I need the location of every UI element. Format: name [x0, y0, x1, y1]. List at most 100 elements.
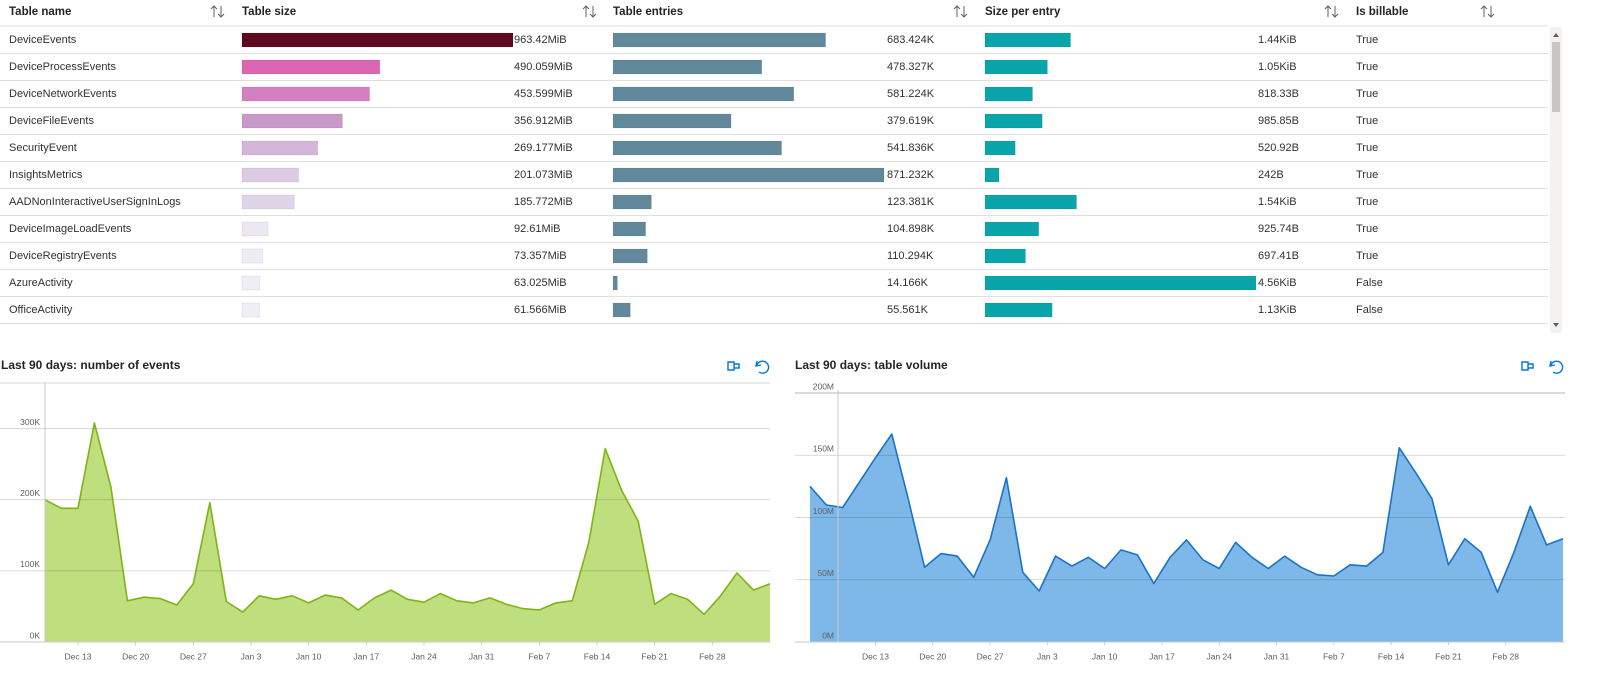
- cell-value: 1.54KiB: [1258, 196, 1297, 208]
- is-billable: True: [1356, 169, 1378, 181]
- y-tick-label: 100M: [813, 506, 834, 516]
- cell-value: 104.898K: [887, 223, 935, 235]
- is-billable: True: [1356, 34, 1378, 46]
- cell-value: 14.166K: [887, 277, 929, 289]
- x-tick-label: Jan 24: [1206, 651, 1232, 661]
- cell-bar: [984, 59, 1048, 75]
- y-tick-label: 50M: [817, 568, 834, 578]
- area-fill: [810, 434, 1563, 642]
- table-name: DeviceEvents: [9, 34, 77, 46]
- x-tick-label: Feb 28: [699, 651, 726, 661]
- is-billable: True: [1356, 88, 1378, 100]
- cell-bar: [612, 248, 648, 264]
- cell-bar: [241, 59, 381, 75]
- cell-value: 269.177MiB: [514, 142, 573, 154]
- column-header[interactable]: Table name: [9, 6, 71, 18]
- table: Table name Table size Table entries Size pe…: [0, 5, 1562, 333]
- chart-title: Last 90 days: table volume: [795, 358, 948, 372]
- x-tick-label: Jan 31: [1264, 651, 1290, 661]
- sort-icon[interactable]: [1480, 5, 1495, 18]
- cell-bar: [241, 140, 319, 156]
- y-tick-label: 200K: [20, 488, 40, 498]
- scrollbar-thumb[interactable]: [1552, 42, 1560, 112]
- table-name: DeviceRegistryEvents: [9, 250, 117, 262]
- is-billable: True: [1356, 196, 1378, 208]
- area-fill: [45, 423, 770, 642]
- x-tick-label: Dec 13: [862, 651, 889, 661]
- sort-icon[interactable]: [210, 5, 225, 18]
- reset-icon[interactable]: [1549, 360, 1564, 374]
- sort-icon[interactable]: [582, 5, 597, 18]
- table-name: AADNonInteractiveUserSignInLogs: [9, 196, 181, 208]
- y-tick-label: 0M: [822, 630, 834, 640]
- column-header[interactable]: Is billable: [1356, 6, 1408, 18]
- x-tick-label: Feb 7: [528, 651, 550, 661]
- cell-bar: [984, 248, 1026, 264]
- cell-bar: [612, 59, 763, 75]
- is-billable: True: [1356, 250, 1378, 262]
- is-billable: True: [1356, 115, 1378, 127]
- cell-value: 242B: [1258, 169, 1284, 181]
- x-tick-label: Jan 17: [1149, 651, 1175, 661]
- table-name: DeviceImageLoadEvents: [9, 223, 132, 235]
- reset-icon[interactable]: [755, 360, 770, 374]
- x-tick-label: Dec 13: [64, 651, 91, 661]
- cell-value: 581.224K: [887, 88, 935, 100]
- cell-bar: [984, 221, 1040, 237]
- cell-value: 490.059MiB: [514, 61, 573, 73]
- x-tick-label: Feb 14: [1378, 651, 1405, 661]
- y-tick-label: 200M: [813, 381, 834, 391]
- area-line: [809, 433, 1564, 593]
- cell-value: 453.599MiB: [514, 88, 573, 100]
- is-billable: True: [1356, 223, 1378, 235]
- pin-icon[interactable]: [727, 361, 740, 371]
- column-header[interactable]: Table entries: [613, 6, 683, 18]
- column-header[interactable]: Size per entry: [985, 6, 1061, 18]
- cell-bar: [612, 167, 885, 183]
- x-tick-label: Jan 17: [354, 651, 380, 661]
- cell-bar: [241, 113, 343, 129]
- cell-value: 73.357MiB: [514, 250, 567, 262]
- pin-icon[interactable]: [1521, 361, 1534, 371]
- area-line: [44, 422, 771, 616]
- table-name: SecurityEvent: [9, 142, 77, 154]
- cell-value: 92.61MiB: [514, 223, 560, 235]
- sort-icon[interactable]: [1324, 5, 1339, 18]
- cell-value: 1.13KiB: [1258, 304, 1297, 316]
- cell-value: 1.05KiB: [1258, 61, 1297, 73]
- cell-bar: [984, 194, 1077, 210]
- cell-bar: [612, 194, 652, 210]
- cell-bar: [984, 167, 1000, 183]
- cell-bar: [612, 221, 647, 237]
- y-tick-label: 100K: [20, 559, 40, 569]
- table-name: DeviceNetworkEvents: [9, 88, 117, 100]
- cell-value: 55.561K: [887, 304, 929, 316]
- cell-value: 985.85B: [1258, 115, 1299, 127]
- x-tick-label: Feb 14: [584, 651, 611, 661]
- x-tick-label: Feb 21: [641, 651, 668, 661]
- cell-value: 4.56KiB: [1258, 277, 1297, 289]
- cell-value: 110.294K: [887, 250, 934, 262]
- cell-value: 925.74B: [1258, 223, 1299, 235]
- cell-bar: [612, 86, 795, 102]
- table-name: AzureActivity: [9, 277, 73, 289]
- table-name: DeviceFileEvents: [9, 115, 94, 127]
- cell-value: 63.025MiB: [514, 277, 567, 289]
- x-tick-label: Dec 20: [122, 651, 149, 661]
- cell-bar: [241, 248, 264, 264]
- cell-bar: [612, 302, 631, 318]
- is-billable: False: [1356, 304, 1383, 316]
- cell-value: 379.619K: [887, 115, 935, 127]
- chart-title: Last 90 days: number of events: [1, 358, 181, 372]
- column-header[interactable]: Table size: [242, 6, 296, 18]
- x-tick-label: Feb 28: [1492, 651, 1519, 661]
- y-tick-label: 0K: [30, 630, 41, 640]
- cell-bar: [984, 140, 1016, 156]
- is-billable: True: [1356, 142, 1378, 154]
- cell-value: 697.41B: [1258, 250, 1299, 262]
- cell-value: 541.836K: [887, 142, 935, 154]
- x-tick-label: Jan 3: [241, 651, 262, 661]
- cell-bar: [241, 167, 299, 183]
- sort-icon[interactable]: [953, 5, 968, 18]
- x-tick-label: Feb 21: [1435, 651, 1462, 661]
